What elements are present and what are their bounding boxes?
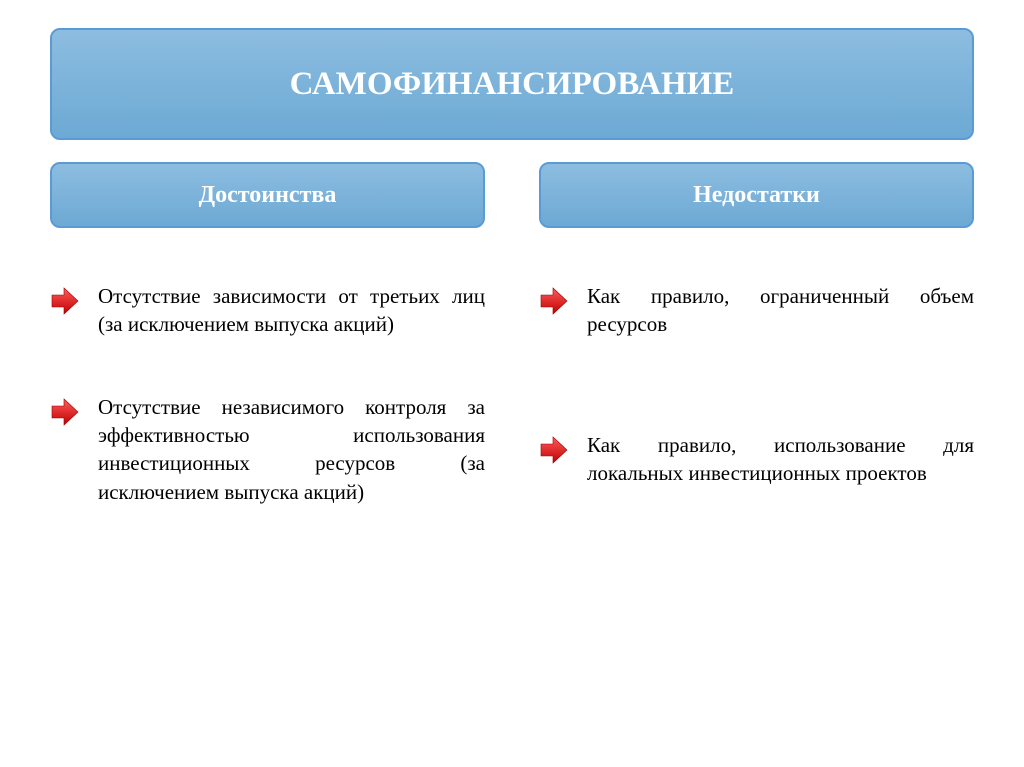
advantages-column: Достоинства Отсутствие зависимости от тр… <box>50 162 485 579</box>
list-item: Как правило, использование для локальных… <box>539 431 974 488</box>
columns-container: Достоинства Отсутствие зависимости от тр… <box>50 162 974 579</box>
main-title-text: САМОФИНАНСИРОВАНИЕ <box>290 66 735 103</box>
main-title-box: САМОФИНАНСИРОВАНИЕ <box>50 28 974 140</box>
disadvantages-heading-text: Недостатки <box>693 182 820 209</box>
advantages-heading-box: Достоинства <box>50 162 485 228</box>
arrow-icon <box>539 286 569 316</box>
list-item: Как правило, ограниченный объем ресурсов <box>539 282 974 339</box>
disadvantages-heading-box: Недостатки <box>539 162 974 228</box>
item-text: Как правило, ограниченный объем ресурсов <box>587 282 974 339</box>
list-item: Отсутствие зависимости от третьих лиц (з… <box>50 282 485 339</box>
arrow-icon <box>50 397 80 427</box>
disadvantages-column: Недостатки Как правило, ограниченный объ… <box>539 162 974 579</box>
item-text: Как правило, использование для локальных… <box>587 431 974 488</box>
arrow-icon <box>50 286 80 316</box>
item-text: Отсутствие зависимости от третьих лиц (з… <box>98 282 485 339</box>
list-item: Отсутствие независимого контроля за эффе… <box>50 393 485 506</box>
item-text: Отсутствие независимого контроля за эффе… <box>98 393 485 506</box>
advantages-heading-text: Достоинства <box>199 182 337 209</box>
arrow-icon <box>539 435 569 465</box>
